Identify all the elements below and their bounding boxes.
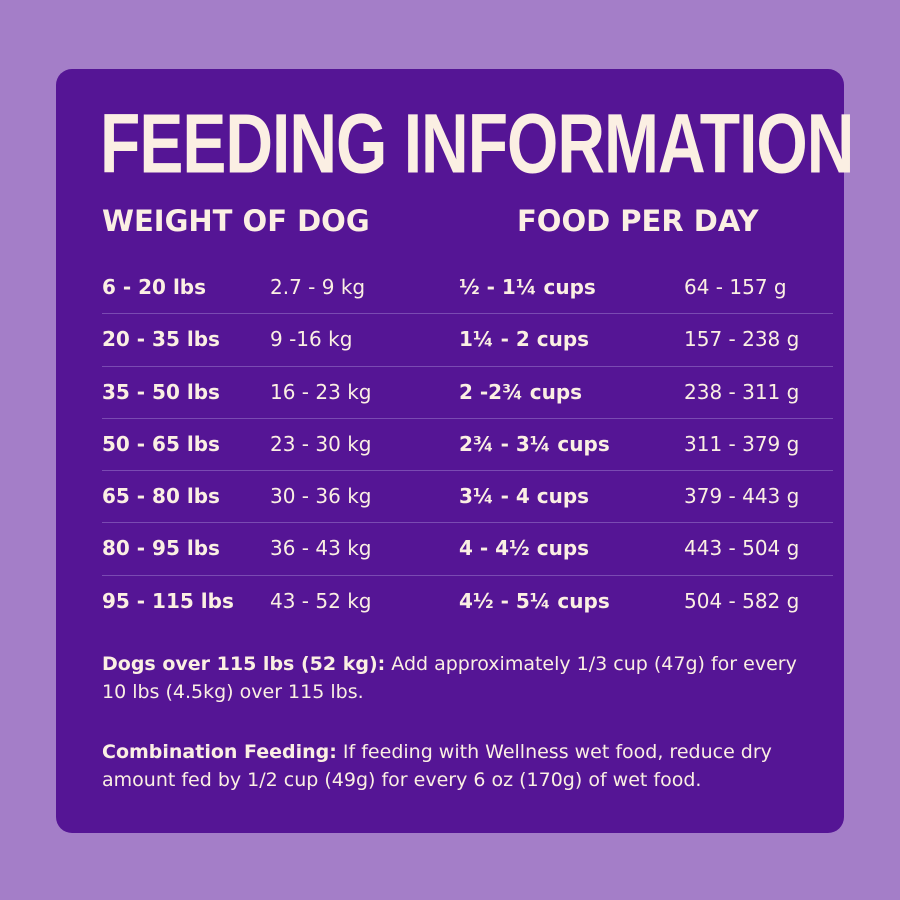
food-column-header: FOOD PER DAY [517, 204, 759, 238]
food-cups-cell: 2 -2¾ cups [459, 379, 583, 404]
weight-lbs-cell: 50 - 65 lbs [102, 431, 220, 456]
table-row: 35 - 50 lbs 16 - 23 kg 2 -2¾ cups 238 - … [102, 365, 833, 418]
weight-kg-cell: 2.7 - 9 kg [270, 275, 366, 299]
food-cups-cell: 1¼ - 2 cups [459, 327, 590, 352]
table-row: 20 - 35 lbs 9 -16 kg 1¼ - 2 cups 157 - 2… [102, 313, 833, 365]
food-grams-cell: 443 - 504 g [684, 536, 800, 561]
food-grams-cell: 238 - 311 g [684, 379, 800, 404]
food-cups-cell: ½ - 1¼ cups [459, 275, 596, 299]
weight-lbs-cell: 20 - 35 lbs [102, 327, 220, 352]
food-grams-cell: 379 - 443 g [684, 484, 800, 509]
large-dog-note-label: Dogs over 115 lbs (52 kg): [102, 653, 386, 675]
feeding-info-card: FEEDING INFORMATION WEIGHT OF DOG FOOD P… [56, 69, 854, 833]
weight-kg-cell: 23 - 30 kg [270, 431, 372, 456]
food-cups-cell: 4 - 4½ cups [459, 536, 590, 561]
combination-feeding-text: If feeding with Wellness wet food, reduc… [102, 741, 772, 791]
weight-lbs-cell: 80 - 95 lbs [102, 536, 220, 561]
food-grams-cell: 64 - 157 g [684, 275, 787, 299]
weight-lbs-cell: 6 - 20 lbs [102, 275, 207, 299]
food-cups-cell: 4½ - 5¼ cups [459, 588, 610, 613]
table-row: 80 - 95 lbs 36 - 43 kg 4 - 4½ cups 443 -… [102, 522, 833, 574]
food-grams-cell: 311 - 379 g [684, 431, 800, 456]
weight-kg-cell: 30 - 36 kg [270, 484, 372, 509]
large-dog-note: Dogs over 115 lbs (52 kg): Add approxima… [102, 650, 802, 706]
weight-kg-cell: 16 - 23 kg [270, 379, 372, 404]
food-cups-cell: 3¼ - 4 cups [459, 484, 590, 509]
table-row: 50 - 65 lbs 23 - 30 kg 2¾ - 3¼ cups 311 … [102, 417, 833, 470]
weight-kg-cell: 9 -16 kg [270, 327, 353, 352]
food-cups-cell: 2¾ - 3¼ cups [459, 431, 610, 456]
weight-lbs-cell: 95 - 115 lbs [102, 588, 234, 613]
combination-feeding-note: Combination Feeding: If feeding with Wel… [102, 738, 802, 794]
weight-lbs-cell: 65 - 80 lbs [102, 484, 220, 509]
food-grams-cell: 157 - 238 g [684, 327, 800, 352]
combination-feeding-label: Combination Feeding: [102, 741, 337, 763]
weight-kg-cell: 43 - 52 kg [270, 588, 372, 613]
table-row: 65 - 80 lbs 30 - 36 kg 3¼ - 4 cups 379 -… [102, 470, 833, 522]
large-dog-note-text: Add approximately 1/3 cup (47g) for ever… [102, 653, 797, 703]
page-title: FEEDING INFORMATION [100, 95, 854, 191]
table-row: 6 - 20 lbs 2.7 - 9 kg ½ - 1¼ cups 64 - 1… [102, 262, 833, 313]
food-grams-cell: 504 - 582 g [684, 588, 800, 613]
weight-column-header: WEIGHT OF DOG [102, 204, 370, 238]
weight-lbs-cell: 35 - 50 lbs [102, 379, 220, 404]
table-row: 95 - 115 lbs 43 - 52 kg 4½ - 5¼ cups 504… [102, 574, 833, 627]
feeding-table: 6 - 20 lbs 2.7 - 9 kg ½ - 1¼ cups 64 - 1… [102, 262, 833, 627]
weight-kg-cell: 36 - 43 kg [270, 536, 372, 561]
